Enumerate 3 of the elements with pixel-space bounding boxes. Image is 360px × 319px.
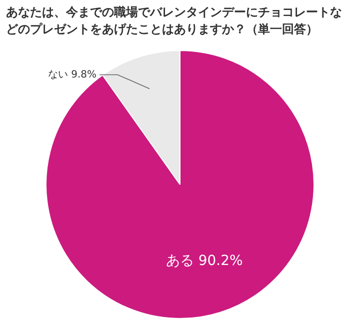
chart-title: あなたは、今までの職場でバレンタインデーにチョコレートなどのプレゼントをあげたことはありますか？（単一回答） <box>5 4 343 38</box>
slice-label: ない 9.8% <box>48 69 97 80</box>
slice-label: ある 90.2% <box>166 252 243 269</box>
